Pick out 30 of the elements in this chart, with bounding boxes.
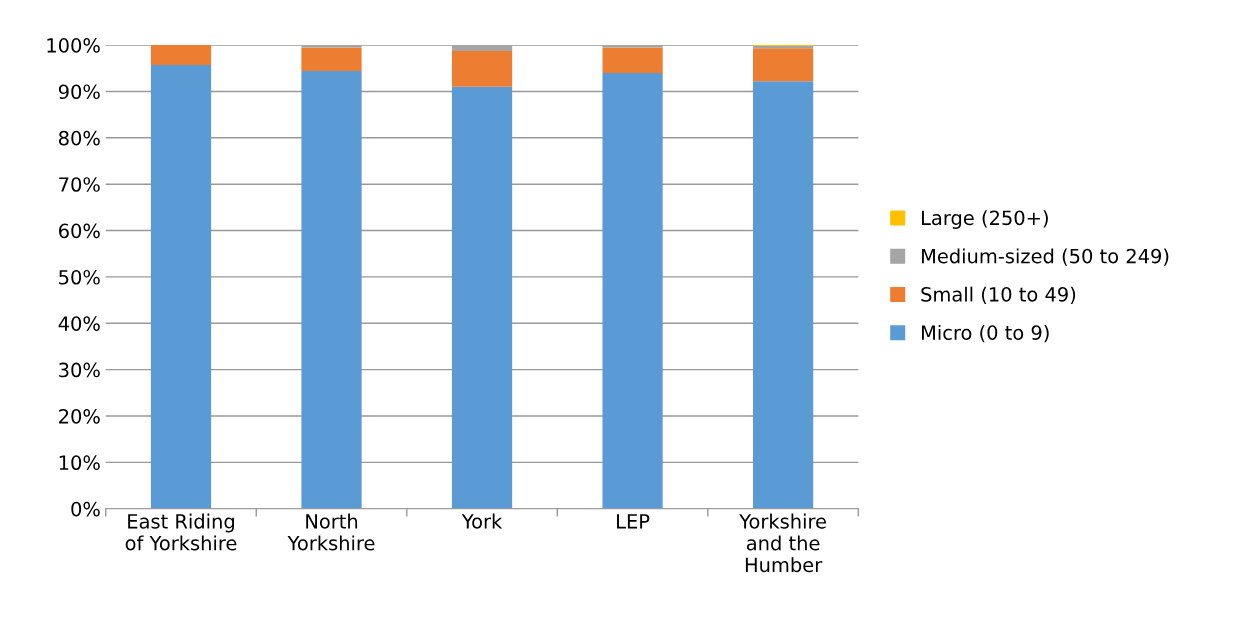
bar: [150, 65, 212, 509]
bar: [301, 71, 362, 509]
bar: [752, 48, 814, 82]
y-tick-label: 20%: [59, 408, 100, 424]
y-tick-label: 60%: [59, 223, 100, 239]
x-tick-label: Yorkshire and the Humber: [739, 513, 826, 573]
y-tick-label: 0%: [71, 501, 100, 517]
y-tick-label: 30%: [59, 362, 100, 378]
y-tick-label: 90%: [58, 84, 100, 100]
bar: [451, 86, 513, 509]
y-tick-label: 10%: [59, 455, 100, 471]
bar: [301, 47, 362, 72]
x-tick-label: East Riding of Yorkshire: [125, 513, 237, 551]
bar: [150, 45, 212, 66]
bar: [602, 72, 663, 509]
legend-label: Large (250+): [921, 210, 1048, 229]
legend-label: Medium-sized (50 to 249): [921, 248, 1169, 266]
bar: [602, 47, 663, 73]
x-tick-label: North Yorkshire: [287, 513, 375, 551]
legend-label: Micro (0 to 9): [921, 324, 1049, 343]
y-tick-label: 70%: [59, 177, 100, 192]
legend-label: Small (10 to 49): [921, 286, 1076, 304]
bar: [752, 81, 814, 509]
bar: [451, 51, 513, 87]
y-tick-label: 80%: [58, 130, 100, 146]
y-tick-label: 100%: [47, 38, 100, 53]
y-tick-label: 40%: [58, 316, 100, 331]
x-tick-label: LEP: [617, 514, 650, 529]
y-tick-label: 50%: [59, 269, 100, 285]
x-tick-label: York: [461, 513, 503, 529]
